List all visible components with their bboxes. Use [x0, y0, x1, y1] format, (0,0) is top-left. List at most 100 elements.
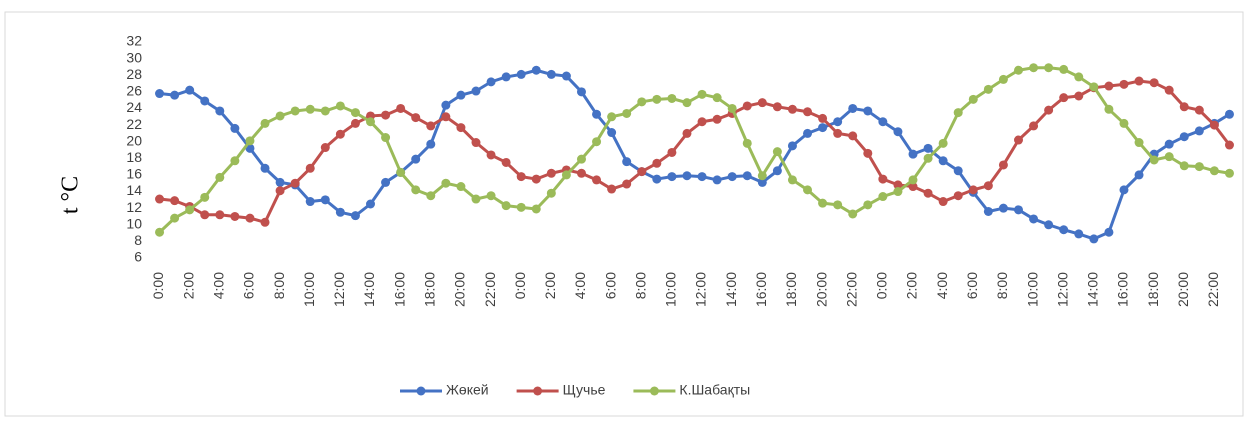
y-tick-label: 12 — [126, 199, 142, 215]
x-tick-label: 10:00 — [663, 272, 679, 307]
y-tick-label: 24 — [126, 99, 142, 115]
data-point — [561, 71, 571, 81]
y-tick-label: 32 — [126, 33, 142, 49]
legend-label: Щучье — [563, 382, 606, 398]
data-point — [953, 166, 963, 176]
y-tick-label: 6 — [134, 249, 142, 265]
data-point — [320, 195, 330, 205]
x-tick-label: 0:00 — [874, 272, 890, 299]
data-point — [531, 204, 541, 214]
data-point — [1044, 63, 1054, 73]
data-point — [667, 147, 677, 157]
x-tick-label: 18:00 — [783, 272, 799, 307]
y-tick-label: 28 — [126, 66, 142, 82]
data-point — [531, 174, 541, 184]
data-point — [787, 141, 797, 151]
data-point — [637, 167, 647, 177]
data-point — [426, 139, 436, 149]
data-point — [1119, 118, 1129, 128]
x-tick-label: 8:00 — [994, 272, 1010, 299]
data-point — [863, 200, 873, 210]
data-point — [1074, 91, 1084, 101]
x-tick-label: 2:00 — [904, 272, 920, 299]
data-point — [486, 191, 496, 201]
data-point — [185, 205, 195, 215]
data-point — [546, 188, 556, 198]
data-point — [1224, 140, 1234, 150]
data-point — [381, 133, 391, 143]
x-tick-label: 8:00 — [632, 272, 648, 299]
data-point — [381, 110, 391, 120]
x-tick-label: 2:00 — [542, 272, 558, 299]
data-point — [335, 101, 345, 111]
data-point — [471, 194, 481, 204]
data-point — [335, 129, 345, 139]
data-point — [305, 104, 315, 114]
data-point — [893, 180, 903, 190]
data-point — [1134, 138, 1144, 148]
data-point — [396, 167, 406, 177]
data-point — [923, 188, 933, 198]
data-point — [848, 103, 858, 113]
data-point — [833, 117, 843, 127]
data-point — [1104, 227, 1114, 237]
data-point — [863, 148, 873, 158]
data-point — [501, 72, 511, 82]
data-point — [1119, 79, 1129, 89]
data-point — [878, 117, 888, 127]
data-point — [682, 171, 692, 181]
data-point — [1224, 168, 1234, 178]
data-point — [1104, 81, 1114, 91]
data-point — [697, 172, 707, 182]
data-point — [456, 123, 466, 133]
data-point — [411, 185, 421, 195]
x-tick-label: 22:00 — [1205, 272, 1221, 307]
data-point — [757, 98, 767, 108]
y-tick-label: 20 — [126, 132, 142, 148]
data-point — [230, 156, 240, 166]
data-point — [893, 127, 903, 137]
data-point — [305, 197, 315, 207]
x-tick-label: 0:00 — [150, 272, 166, 299]
data-point — [546, 69, 556, 79]
data-point — [531, 65, 541, 75]
data-point — [576, 154, 586, 164]
data-point — [215, 106, 225, 116]
data-point — [893, 187, 903, 197]
data-point — [516, 172, 526, 182]
data-point — [1029, 214, 1039, 224]
data-point — [230, 123, 240, 133]
x-tick-label: 16:00 — [1115, 272, 1131, 307]
y-tick-label: 16 — [126, 166, 142, 182]
data-point — [200, 210, 210, 220]
x-tick-label: 10:00 — [301, 272, 317, 307]
legend-label: Жөкей — [446, 382, 489, 398]
x-tick-label: 4:00 — [934, 272, 950, 299]
data-point — [305, 163, 315, 173]
data-point — [712, 175, 722, 185]
data-point — [998, 203, 1008, 213]
data-point — [576, 87, 586, 97]
x-tick-label: 18:00 — [421, 272, 437, 307]
data-point — [155, 227, 165, 237]
data-point — [366, 199, 376, 209]
data-point — [1013, 135, 1023, 145]
data-point — [803, 107, 813, 117]
data-point — [456, 90, 466, 100]
data-point — [546, 168, 556, 178]
data-point — [1104, 104, 1114, 114]
data-point — [335, 207, 345, 217]
data-point — [1059, 64, 1069, 74]
data-point — [350, 118, 360, 128]
data-point — [998, 74, 1008, 84]
data-point — [878, 192, 888, 202]
data-point — [757, 177, 767, 187]
data-point — [1074, 229, 1084, 239]
data-point — [1089, 234, 1099, 244]
x-tick-label: 4:00 — [572, 272, 588, 299]
data-point — [938, 197, 948, 207]
data-point — [772, 147, 782, 157]
x-tick-label: 6:00 — [964, 272, 980, 299]
data-point — [983, 181, 993, 191]
legend-marker — [649, 386, 659, 396]
